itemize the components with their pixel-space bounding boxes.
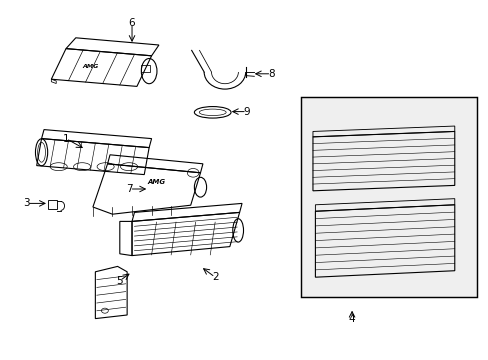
- Text: 4: 4: [348, 314, 355, 324]
- Text: 7: 7: [126, 184, 133, 194]
- Text: 9: 9: [243, 107, 250, 117]
- Text: 2: 2: [211, 272, 218, 282]
- Text: 3: 3: [23, 198, 30, 208]
- Text: AMG: AMG: [147, 179, 165, 185]
- Text: 1: 1: [62, 134, 69, 144]
- Bar: [300, 97, 476, 297]
- Text: 6: 6: [128, 18, 135, 28]
- Bar: [141, 65, 149, 72]
- Text: AMG: AMG: [82, 64, 99, 69]
- Bar: [300, 97, 476, 297]
- Text: 5: 5: [116, 276, 123, 286]
- Text: 8: 8: [267, 69, 274, 79]
- Bar: [48, 200, 57, 209]
